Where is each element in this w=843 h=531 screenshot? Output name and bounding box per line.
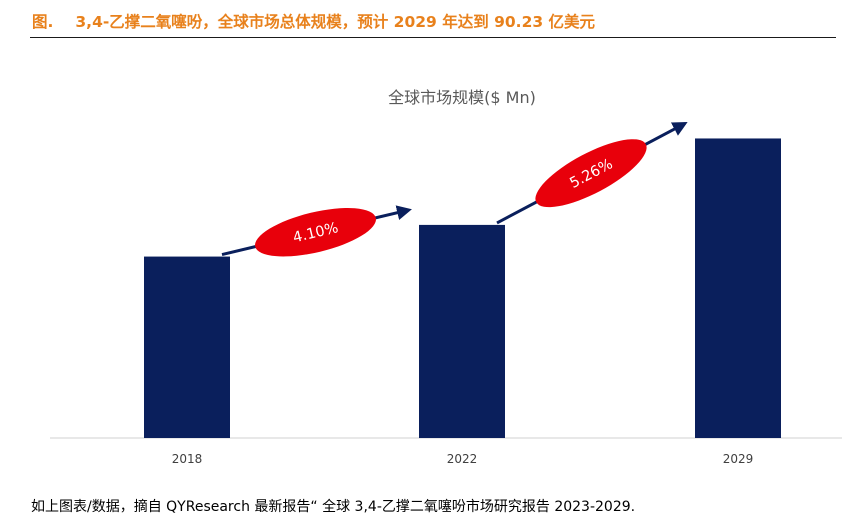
title-divider [30, 37, 836, 38]
cagr-badge-2 [535, 139, 647, 208]
chart-title: 全球市场规模($ Mn) [388, 88, 536, 107]
x-tick-label-2029: 2029 [723, 452, 754, 466]
source-caption: 如上图表/数据，摘自 QYResearch 最新报告“ 全球 3,4-乙撑二氧噻… [31, 499, 636, 515]
x-tick-label-2022: 2022 [447, 452, 478, 466]
figure-label: 图. [32, 13, 54, 31]
bar-2018 [144, 256, 230, 438]
figure-title-text: 3,4-乙撑二氧噻吩，全球市场总体规模，预计 2029 年达到 90.23 亿美… [75, 13, 596, 31]
x-tick-label-2018: 2018 [172, 452, 203, 466]
bar-chart: 全球市场规模($ Mn) 2018 2022 2029 4.10%5.26% [50, 88, 842, 466]
bar-2022 [419, 224, 505, 438]
figure-title: 图. 3,4-乙撑二氧噻吩，全球市场总体规模，预计 2029 年达到 90.23 … [32, 10, 832, 32]
cagr-badge-1 [255, 208, 376, 257]
bar-2029 [695, 138, 781, 438]
